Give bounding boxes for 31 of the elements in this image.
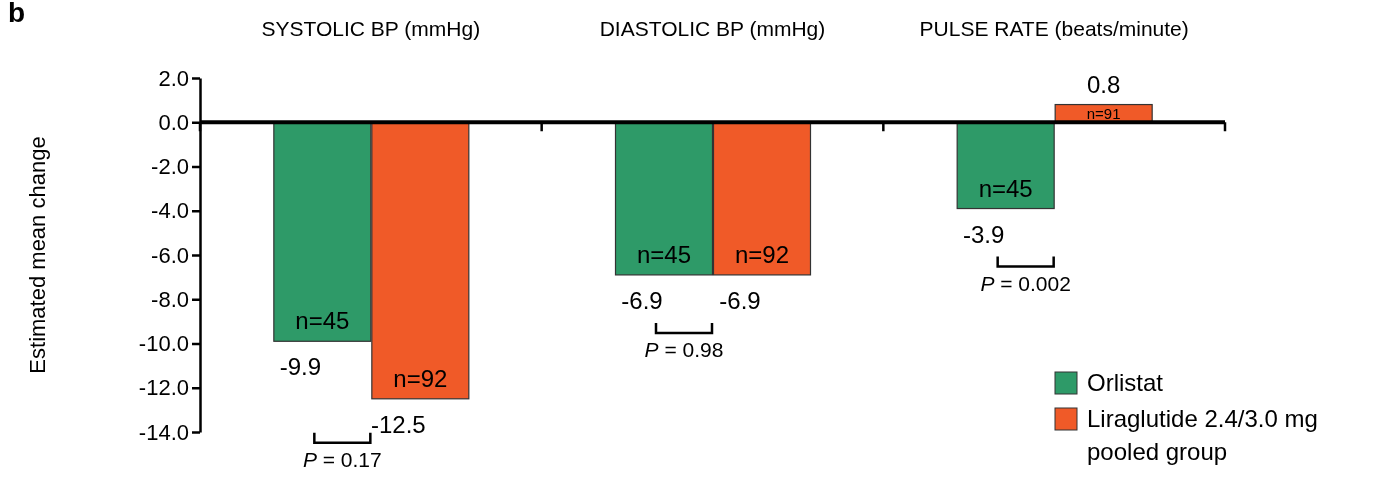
x-tick-label: PULSE RATE (beats/minute) [919,17,1189,40]
x-tick-label: DIASTOLIC BP (mmHg) [599,17,826,40]
y-tick-label: 2.0 [158,65,189,91]
data-label: -6.9 [719,286,761,314]
data-label: -3.9 [962,220,1005,248]
data-label: -9.9 [279,353,322,381]
y-tick-label: -14.0 [138,419,189,445]
y-tick-label: -2.0 [151,154,189,180]
annotation: P = 0.98 [644,337,724,361]
annotation: n=92 [734,240,790,268]
annotation: n=45 [295,307,350,335]
annotation: n=45 [978,174,1033,202]
data-label: -6.9 [621,286,663,314]
y-tick-label: -6.0 [151,242,189,268]
y-tick-label: -8.0 [151,286,189,312]
y-tick-label: -12.0 [138,375,189,401]
y-tick-label: -10.0 [138,331,189,357]
annotation: n=92 [393,364,448,392]
legend-label: Orlistat [1087,369,1164,396]
text: b [8,0,26,28]
x-tick-label: SYSTOLIC BP (mmHg) [261,17,481,40]
annotation: n=45 [636,240,692,268]
data-label: 0.8 [1086,70,1121,98]
data-label: -12.5 [370,410,426,438]
y-tick-label: 0.0 [158,109,189,135]
text: P = 0.17 [302,447,382,471]
annotation: n=91 [1086,105,1121,123]
annotation: P = 0.002 [980,271,1071,295]
y-tick-label: -4.0 [151,198,189,224]
y-axis-title: Estimated mean change [25,136,50,374]
legend-label: Liraglutide 2.4/3.0 mg pooled group [1087,405,1318,465]
